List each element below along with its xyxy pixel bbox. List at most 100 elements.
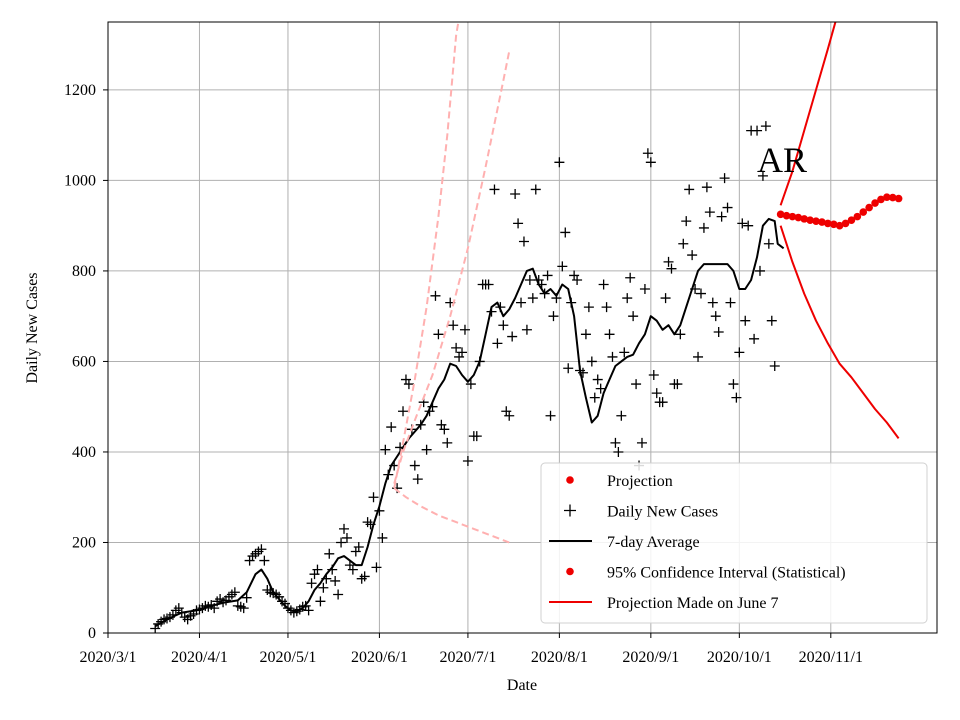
95-confidence-interval-statistical-upper-line [779, 22, 837, 206]
daily-case-marker [507, 331, 518, 342]
projection-point [776, 210, 785, 219]
projection-point [824, 219, 832, 228]
daily-case-marker [766, 315, 777, 326]
daily-case-marker [681, 216, 692, 227]
y-tick-label: 800 [72, 263, 96, 280]
daily-case-marker [359, 571, 370, 582]
daily-case-marker [409, 460, 420, 471]
legend-label: Daily New Cases [607, 504, 718, 521]
daily-case-marker [516, 297, 527, 308]
x-tick-label: 2020/10/1 [707, 649, 772, 666]
projection-made-on-june-7-middle-line [393, 51, 511, 484]
daily-case-marker [607, 351, 618, 362]
daily-case-marker [336, 537, 347, 548]
daily-case-marker [572, 274, 583, 285]
daily-case-marker [601, 302, 612, 313]
daily-case-marker [592, 374, 603, 385]
x-tick-label: 2020/7/1 [439, 649, 496, 666]
daily-case-marker [489, 184, 500, 195]
daily-case-marker [589, 392, 600, 403]
y-tick-label: 0 [88, 625, 96, 642]
legend: Projection Daily New Cases 7-day Average 95… [540, 462, 928, 624]
daily-case-marker [769, 360, 780, 371]
projection-point [847, 216, 856, 225]
daily-case-marker [504, 410, 515, 421]
daily-case-marker [763, 238, 774, 249]
daily-case-marker [527, 293, 538, 304]
daily-case-marker [554, 157, 565, 168]
daily-case-marker [241, 592, 252, 603]
daily-case-marker [306, 578, 317, 589]
daily-case-marker [545, 410, 556, 421]
x-tick-label: 2020/9/1 [622, 649, 679, 666]
daily-case-marker [675, 329, 686, 340]
projection-point [871, 199, 879, 207]
legend-item-daily-new-cases: Daily New Cases [564, 504, 718, 521]
daily-case-marker [740, 315, 751, 326]
projection-point [806, 216, 814, 225]
daily-case-marker [710, 311, 721, 322]
projection-point [841, 219, 850, 228]
daily-case-marker [483, 279, 494, 290]
projection-made-on-june-7-lower-line [393, 487, 510, 544]
daily-case-marker [465, 379, 476, 390]
projection-point [782, 211, 791, 220]
daily-case-marker [760, 121, 771, 132]
daily-case-marker [678, 238, 689, 249]
legend-label: Projection Made on June 7 [607, 595, 779, 612]
daily-case-marker [752, 125, 763, 136]
daily-case-marker [548, 311, 559, 322]
legend-plus-icon [564, 504, 576, 517]
daily-case-marker [704, 207, 715, 218]
daily-case-marker [625, 272, 636, 283]
daily-case-marker [439, 424, 450, 435]
legend-item-projection-made-on-june-7: Projection Made on June 7 [549, 595, 779, 612]
daily-case-marker [701, 182, 712, 193]
y-axis-label: Daily New Cases [24, 272, 41, 383]
y-tick-label: 600 [72, 353, 96, 370]
projection-point [788, 212, 797, 221]
95-confidence-interval-statistical-lower-line [779, 225, 900, 439]
daily-case-marker [648, 370, 659, 381]
projection-point [877, 195, 885, 204]
series-projection [776, 193, 903, 230]
daily-case-marker [595, 383, 606, 394]
daily-case-marker [318, 582, 329, 593]
daily-case-marker [451, 342, 462, 353]
projection-point [894, 194, 903, 203]
series-95-confidence-interval-statistical-upper [779, 22, 837, 206]
daily-case-marker [238, 603, 249, 614]
7-day-average-line [154, 217, 785, 628]
x-tick-label: 2020/6/1 [351, 649, 408, 666]
daily-case-marker [657, 397, 668, 408]
daily-case-marker [542, 270, 553, 281]
daily-case-marker [339, 523, 350, 534]
daily-case-marker [333, 589, 344, 600]
legend-label: 7-day Average [607, 534, 700, 551]
series-layer [150, 22, 903, 633]
legend-item-7-day-average: 7-day Average [549, 534, 700, 551]
daily-case-marker [725, 297, 736, 308]
legend-dot-icon [566, 567, 574, 576]
daily-case-marker [386, 422, 397, 433]
projection-point [800, 215, 809, 223]
daily-case-marker [398, 406, 409, 417]
daily-case-marker [524, 274, 535, 285]
daily-case-marker [749, 333, 760, 344]
daily-case-marker [403, 379, 414, 390]
daily-case-marker [707, 297, 718, 308]
series-95-confidence-interval-statistical-lower [779, 225, 900, 439]
daily-case-marker [616, 410, 627, 421]
daily-case-marker [631, 379, 642, 390]
x-tick-label: 2020/3/1 [80, 649, 137, 666]
daily-case-marker [731, 392, 742, 403]
daily-case-marker [471, 431, 482, 442]
daily-case-marker [622, 293, 633, 304]
daily-case-marker [636, 437, 647, 448]
daily-case-marker [728, 379, 739, 390]
daily-case-marker [604, 329, 615, 340]
daily-case-marker [315, 596, 326, 607]
projection-point [853, 212, 862, 221]
daily-case-marker [380, 444, 391, 455]
daily-case-marker [347, 564, 358, 575]
